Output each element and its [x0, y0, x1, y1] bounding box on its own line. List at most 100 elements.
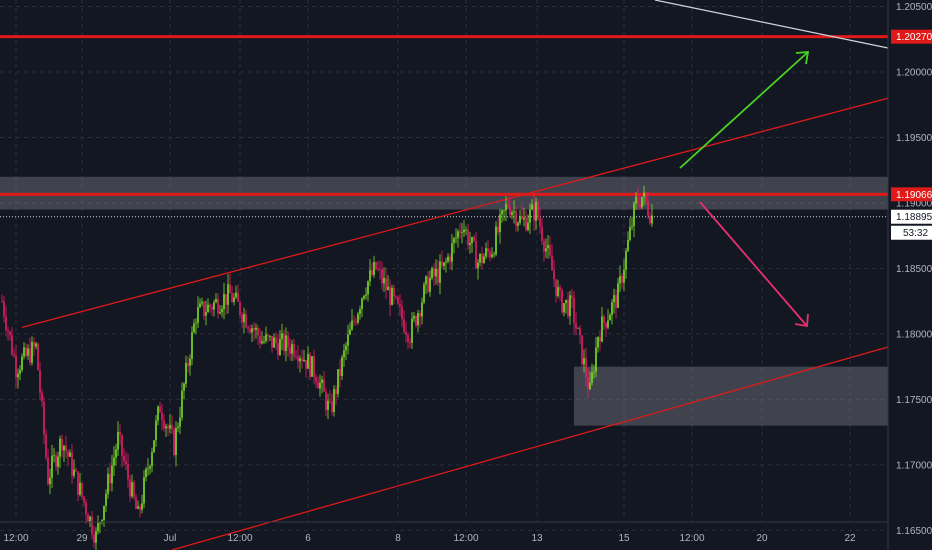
candle-body — [57, 456, 59, 467]
candle-body — [123, 455, 125, 461]
candle-body — [519, 216, 521, 223]
candle-body — [403, 319, 405, 332]
up-arrow-line — [679, 51, 809, 169]
candle-body — [159, 406, 161, 413]
candle-body — [539, 218, 541, 227]
candle-body — [167, 426, 169, 429]
candle-body — [235, 292, 237, 298]
candle-body — [277, 343, 279, 355]
candle-body — [595, 347, 597, 372]
candle-body — [375, 262, 377, 269]
candle-body — [517, 222, 519, 226]
candle-body — [283, 333, 285, 352]
candle-body — [497, 226, 499, 233]
candle-body — [241, 314, 243, 323]
candle-body — [279, 339, 281, 355]
y-tick-label: 1.17000 — [896, 460, 932, 471]
candle-body — [265, 334, 267, 341]
candle-body — [491, 254, 493, 257]
candle-body — [363, 295, 365, 299]
candle-body — [107, 473, 109, 494]
candle-body — [313, 356, 315, 378]
candle-body — [361, 298, 363, 310]
candle-body — [481, 253, 483, 264]
down-arrow-line — [699, 201, 808, 327]
candle-body — [99, 522, 101, 524]
candle-body — [89, 516, 91, 523]
candle-body — [49, 477, 51, 485]
candle-body — [531, 204, 533, 210]
y-tick-label: 1.17500 — [896, 395, 932, 406]
candle-body — [409, 341, 411, 343]
candle-body — [273, 337, 275, 348]
countdown-bg — [891, 225, 932, 240]
candle-body — [259, 335, 261, 344]
x-tick-label: 12:00 — [227, 533, 252, 544]
candle-body — [613, 295, 615, 303]
last-price-label: 1.18895 — [896, 212, 932, 223]
candle-body — [221, 308, 223, 313]
candle-body — [419, 313, 421, 317]
candle-body — [231, 292, 233, 302]
candle-body — [113, 457, 115, 466]
candle-body — [567, 299, 569, 317]
candle-body — [263, 340, 265, 342]
candle-body — [285, 335, 287, 352]
candle-body — [111, 465, 113, 484]
candle-body — [637, 196, 639, 204]
candle-body — [217, 298, 219, 314]
y-tick-label: 1.19000 — [896, 198, 932, 209]
candle-body — [395, 296, 397, 298]
candle-body — [599, 337, 601, 342]
candle-body — [269, 335, 271, 337]
candle-body — [493, 254, 495, 256]
candle-body — [253, 328, 255, 330]
candle-body — [147, 468, 149, 470]
x-tick-label: 12:00 — [3, 533, 28, 544]
candle-body — [571, 295, 573, 299]
candle-body — [503, 210, 505, 212]
candle-body — [559, 287, 561, 291]
candle-body — [343, 350, 345, 358]
candle-body — [421, 302, 423, 317]
candle-body — [547, 245, 549, 249]
x-tick-label: Jul — [164, 533, 177, 544]
candle-body — [383, 277, 385, 284]
candle-body — [249, 328, 251, 333]
y-tick-label: 1.16500 — [896, 526, 932, 537]
candle-body — [641, 196, 643, 208]
candle-body — [247, 327, 249, 329]
candle-body — [501, 210, 503, 215]
candle-body — [145, 469, 147, 478]
candle-body — [327, 400, 329, 410]
candle-body — [509, 206, 511, 216]
candle-body — [455, 237, 457, 239]
candle-body — [499, 214, 501, 233]
y-tick-label: 1.20000 — [896, 68, 932, 79]
candle-body — [623, 269, 625, 283]
candle-body — [505, 204, 507, 211]
candle-body — [619, 276, 621, 284]
candle-body — [87, 514, 89, 523]
candle-body — [189, 358, 191, 366]
candle-body — [149, 466, 151, 469]
candle-body — [193, 323, 195, 333]
candle-body — [237, 292, 239, 302]
candle-body — [19, 370, 21, 374]
candle-body — [179, 417, 181, 427]
channel-upper-line — [21, 97, 889, 329]
y-tick-label: 1.19500 — [896, 133, 932, 144]
candle-body — [635, 196, 637, 204]
candle-body — [391, 287, 393, 305]
candle-body — [37, 343, 39, 371]
candle-body — [291, 344, 293, 354]
candle-body — [173, 429, 175, 455]
candle-body — [13, 354, 15, 356]
candle-body — [527, 222, 529, 231]
candle-body — [63, 445, 65, 451]
candle-body — [133, 482, 135, 498]
candle-body — [293, 344, 295, 357]
candle-body — [437, 268, 439, 283]
candle-body — [303, 359, 305, 362]
candle-body — [603, 316, 605, 323]
